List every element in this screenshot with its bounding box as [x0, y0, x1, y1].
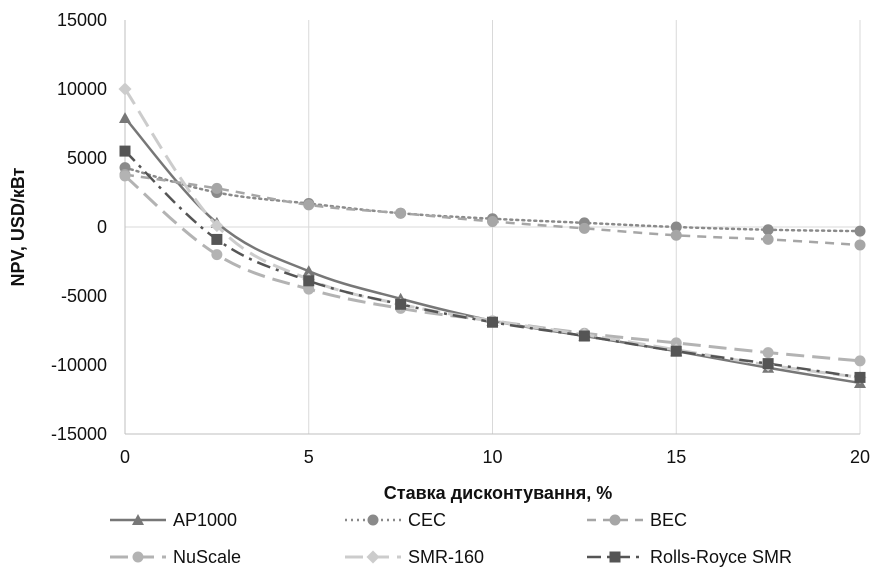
data-point-bec — [395, 207, 407, 219]
y-tick-label: -10000 — [51, 355, 107, 375]
data-point-smr-160 — [210, 219, 224, 233]
legend-item-ap1000: AP1000 — [110, 510, 237, 530]
x-tick-label: 5 — [304, 447, 314, 467]
data-point-rolls-royce-smr — [395, 298, 407, 310]
data-point-smr-160 — [118, 82, 132, 96]
legend-swatch-marker — [132, 514, 144, 525]
y-tick-label: 0 — [97, 217, 107, 237]
x-tick-label: 10 — [482, 447, 502, 467]
data-point-ap1000 — [302, 265, 315, 277]
y-axis-title: NPV, USD/кВт — [8, 167, 28, 286]
data-point-cec — [762, 224, 774, 236]
legend-item-rolls-royce-smr: Rolls-Royce SMR — [587, 547, 792, 567]
y-tick-label: 10000 — [57, 79, 107, 99]
x-tick-label: 15 — [666, 447, 686, 467]
data-point-ap1000 — [119, 111, 131, 123]
legend: AP1000 CEC BEC NuScale SMR-160 Rolls-Royce SM… — [110, 510, 792, 567]
data-point-nuscale — [211, 249, 223, 261]
data-point-nuscale — [119, 170, 131, 182]
data-point-bec — [578, 222, 590, 234]
data-point-bec — [303, 199, 315, 211]
data-point-nuscale — [762, 347, 774, 359]
grid — [124, 20, 861, 434]
data-point-bec — [670, 229, 682, 241]
data-point-bec — [854, 239, 866, 251]
legend-item-nuscale: NuScale — [110, 547, 241, 567]
legend-label: NuScale — [173, 547, 241, 567]
legend-label: SMR-160 — [408, 547, 484, 567]
tick-labels: 0 5 10 15 20 -15000 -10000 -5000 0 5000 10000 15000 — [51, 10, 870, 467]
legend-swatch-marker — [367, 514, 379, 526]
legend-label: BEC — [650, 510, 687, 530]
data-point-nuscale — [854, 355, 866, 367]
legend-label: Rolls-Royce SMR — [650, 547, 792, 567]
data-point-rolls-royce-smr — [119, 145, 131, 157]
data-point-nuscale — [670, 337, 682, 349]
legend-item-smr-160: SMR-160 — [345, 547, 484, 567]
legend-swatch-marker — [609, 514, 621, 526]
legend-swatch-marker — [366, 550, 380, 564]
series-line-smr-160 — [123, 88, 861, 379]
y-tick-label: -15000 — [51, 424, 107, 444]
legend-swatch-marker — [609, 551, 621, 563]
legend-swatch-marker — [132, 551, 144, 563]
data-point-rolls-royce-smr — [211, 233, 223, 245]
x-tick-label: 20 — [850, 447, 870, 467]
x-axis-title: Ставка дисконтування, % — [384, 483, 612, 503]
data-point-rolls-royce-smr — [303, 275, 315, 287]
data-point-cec — [670, 221, 682, 233]
data-point-nuscale — [303, 283, 315, 295]
data-point-rolls-royce-smr — [578, 330, 590, 342]
legend-item-bec: BEC — [587, 510, 687, 530]
legend-label: AP1000 — [173, 510, 237, 530]
y-tick-label: 15000 — [57, 10, 107, 30]
data-point-bec — [487, 215, 498, 227]
data-point-rolls-royce-smr — [487, 316, 498, 328]
legend-item-cec: CEC — [345, 510, 446, 530]
data-point-bec — [762, 233, 774, 245]
data-point-rolls-royce-smr — [670, 345, 682, 357]
y-tick-label: 5000 — [67, 148, 107, 168]
data-point-cec — [854, 225, 866, 237]
data-point-rolls-royce-smr — [854, 371, 866, 383]
data-point-rolls-royce-smr — [762, 358, 774, 370]
x-tick-label: 0 — [120, 447, 130, 467]
series-markers — [118, 82, 867, 388]
data-point-bec — [211, 182, 223, 194]
legend-label: CEC — [408, 510, 446, 530]
y-tick-label: -5000 — [61, 286, 107, 306]
